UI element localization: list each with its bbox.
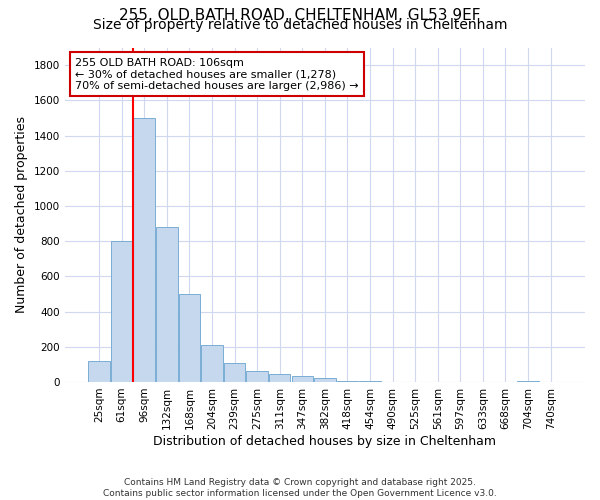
Bar — [133, 118, 155, 382]
X-axis label: Distribution of detached houses by size in Cheltenham: Distribution of detached houses by size … — [154, 434, 496, 448]
Bar — [292, 376, 313, 382]
Bar — [88, 361, 110, 382]
Bar — [269, 374, 290, 382]
Bar — [247, 370, 268, 382]
Y-axis label: Number of detached properties: Number of detached properties — [15, 116, 28, 313]
Bar — [314, 378, 335, 382]
Bar — [179, 294, 200, 382]
Bar — [517, 380, 539, 382]
Text: Contains HM Land Registry data © Crown copyright and database right 2025.
Contai: Contains HM Land Registry data © Crown c… — [103, 478, 497, 498]
Bar — [156, 227, 178, 382]
Text: Size of property relative to detached houses in Cheltenham: Size of property relative to detached ho… — [93, 18, 507, 32]
Text: 255 OLD BATH ROAD: 106sqm
← 30% of detached houses are smaller (1,278)
70% of se: 255 OLD BATH ROAD: 106sqm ← 30% of detac… — [75, 58, 359, 90]
Text: 255, OLD BATH ROAD, CHELTENHAM, GL53 9EF: 255, OLD BATH ROAD, CHELTENHAM, GL53 9EF — [119, 8, 481, 22]
Bar — [337, 381, 358, 382]
Bar — [111, 241, 133, 382]
Bar — [201, 345, 223, 382]
Bar — [224, 362, 245, 382]
